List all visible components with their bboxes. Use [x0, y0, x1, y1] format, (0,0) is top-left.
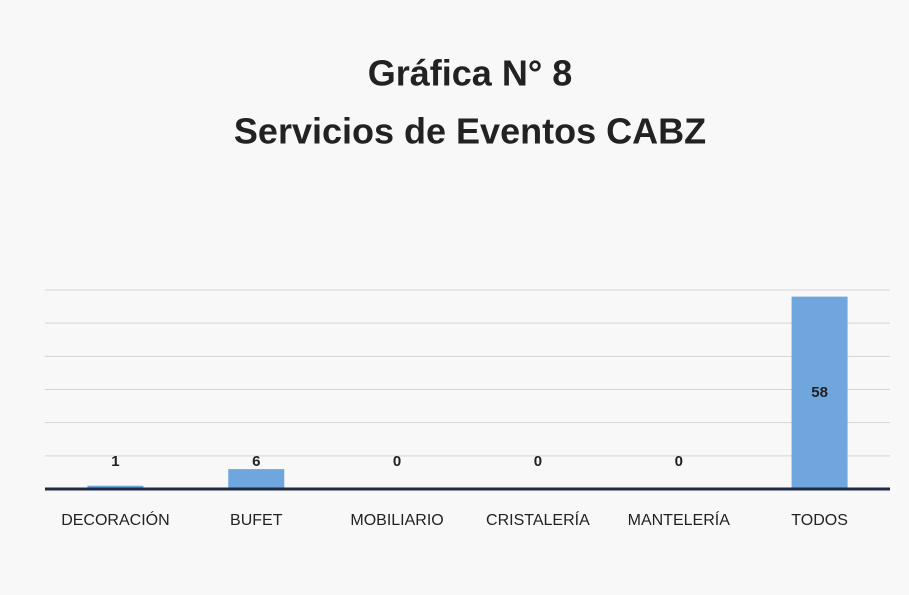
x-tick-label: MOBILIARIO	[350, 512, 443, 529]
bar	[87, 485, 144, 489]
data-label: 0	[393, 453, 401, 470]
bar	[228, 469, 285, 489]
data-label: 0	[675, 453, 683, 470]
data-label: 6	[252, 453, 260, 470]
x-tick-label: CRISTALERÍA	[486, 510, 590, 529]
x-tick-label: DECORACIÓN	[61, 510, 169, 529]
x-tick-label: TODOS	[791, 512, 848, 529]
chart-title: Servicios de Eventos CABZ	[234, 111, 706, 152]
data-label: 1	[111, 453, 119, 470]
data-label: 0	[534, 453, 542, 470]
chart-title: Gráfica N° 8	[368, 53, 573, 94]
data-label: 58	[811, 384, 828, 401]
x-tick-label: BUFET	[230, 512, 283, 529]
bar	[791, 296, 848, 489]
x-tick-label: MANTELERÍA	[628, 510, 731, 529]
